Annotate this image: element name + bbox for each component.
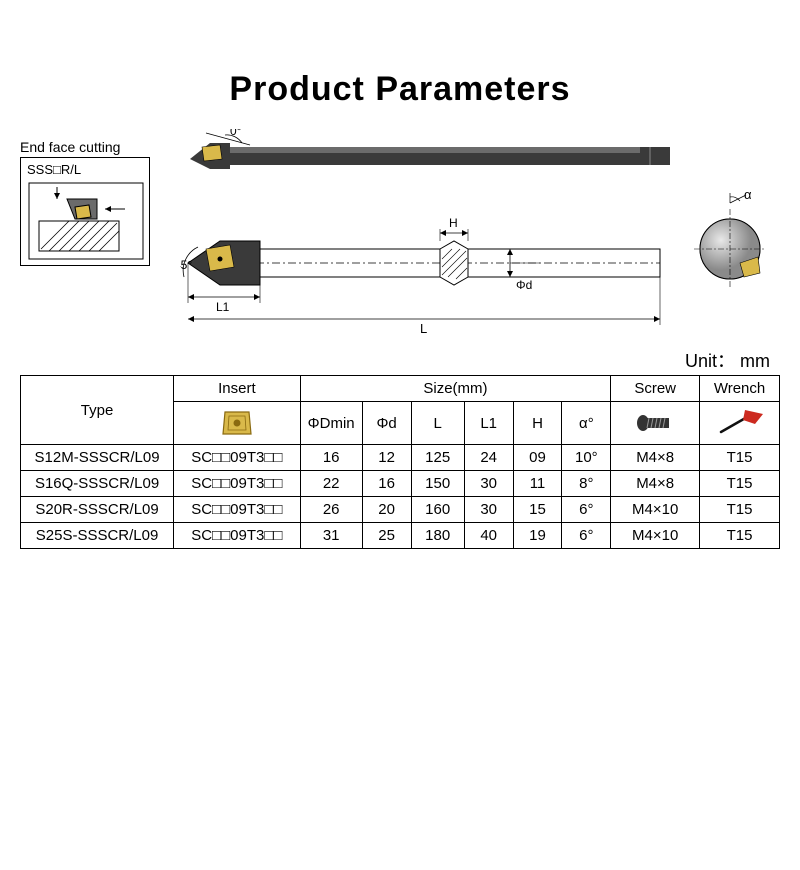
dim-l-label: L — [420, 321, 427, 336]
cell-alpha: 6° — [562, 497, 611, 523]
endface-box: SSS□R/L — [20, 157, 150, 266]
col-d: Φd — [362, 402, 411, 445]
cell-d: 12 — [362, 445, 411, 471]
cell-wrench: T15 — [700, 497, 780, 523]
cell-wrench: T15 — [700, 471, 780, 497]
endface-code: SSS□R/L — [27, 162, 143, 177]
cell-l: 150 — [411, 471, 464, 497]
cell-alpha: 10° — [562, 445, 611, 471]
cell-type: S20R-SSSCR/L09 — [21, 497, 174, 523]
cell-l1: 30 — [464, 497, 513, 523]
endface-drawing-icon — [27, 181, 145, 261]
cell-insert: SC□□09T3□□ — [174, 497, 300, 523]
cell-h: 11 — [513, 471, 562, 497]
col-l: L — [411, 402, 464, 445]
cell-type: S25S-SSSCR/L09 — [21, 523, 174, 549]
parameters-table: Type Insert Size(mm) Screw Wrench ΦDmin … — [20, 375, 780, 549]
page-title: Product Parameters — [0, 70, 800, 109]
col-wrench: Wrench — [700, 376, 780, 402]
cell-d: 25 — [362, 523, 411, 549]
cell-insert: SC□□09T3□□ — [174, 523, 300, 549]
table-header-row-1: Type Insert Size(mm) Screw Wrench — [21, 376, 780, 402]
cell-screw: M4×8 — [611, 471, 700, 497]
endface-cutting-panel: End face cutting SSS□R/L — [20, 139, 170, 266]
dim-h-label: H — [449, 216, 458, 230]
cell-l1: 40 — [464, 523, 513, 549]
table-row: S16Q-SSSCR/L09 SC□□09T3□□ 22 16 150 30 1… — [21, 471, 780, 497]
cell-d: 16 — [362, 471, 411, 497]
cell-screw: M4×10 — [611, 497, 700, 523]
cell-dmin: 31 — [300, 523, 362, 549]
cell-l1: 30 — [464, 471, 513, 497]
cell-dmin: 22 — [300, 471, 362, 497]
cell-type: S12M-SSSCR/L09 — [21, 445, 174, 471]
table-body: S12M-SSSCR/L09 SC□□09T3□□ 16 12 125 24 0… — [21, 445, 780, 549]
cell-dmin: 26 — [300, 497, 362, 523]
boring-bar-drawing: 0° 45° L1 — [180, 129, 780, 339]
insert-icon-cell — [174, 402, 300, 445]
cell-l1: 24 — [464, 445, 513, 471]
cell-l: 160 — [411, 497, 464, 523]
col-dmin: ΦDmin — [300, 402, 362, 445]
cell-alpha: 8° — [562, 471, 611, 497]
cell-wrench: T15 — [700, 523, 780, 549]
dim-phid-label: Φd — [516, 278, 532, 292]
col-alpha: α° — [562, 402, 611, 445]
cell-l: 125 — [411, 445, 464, 471]
dim-l1-label: L1 — [216, 300, 230, 314]
col-screw: Screw — [611, 376, 700, 402]
wrench-icon — [715, 408, 765, 438]
cell-dmin: 16 — [300, 445, 362, 471]
table-row: S20R-SSSCR/L09 SC□□09T3□□ 26 20 160 30 1… — [21, 497, 780, 523]
insert-icon — [217, 406, 257, 440]
cell-d: 20 — [362, 497, 411, 523]
cell-type: S16Q-SSSCR/L09 — [21, 471, 174, 497]
col-size: Size(mm) — [300, 376, 611, 402]
product-parameters-sheet: { "title": "Product Parameters", "title_… — [0, 70, 800, 870]
screw-icon — [633, 408, 677, 438]
cell-alpha: 6° — [562, 523, 611, 549]
angle-tip-label: 45° — [180, 258, 192, 272]
cell-l: 180 — [411, 523, 464, 549]
table-row: S25S-SSSCR/L09 SC□□09T3□□ 31 25 180 40 1… — [21, 523, 780, 549]
unit-label: Unit： mm — [0, 347, 800, 373]
col-insert: Insert — [174, 376, 300, 402]
technical-diagram: End face cutting SSS□R/L — [20, 129, 780, 339]
table-row: S12M-SSSCR/L09 SC□□09T3□□ 16 12 125 24 0… — [21, 445, 780, 471]
dim-alpha-label: α — [744, 187, 752, 202]
col-type: Type — [21, 376, 174, 445]
cell-screw: M4×8 — [611, 445, 700, 471]
col-l1: L1 — [464, 402, 513, 445]
cell-h: 15 — [513, 497, 562, 523]
cell-h: 19 — [513, 523, 562, 549]
wrench-icon-cell — [700, 402, 780, 445]
cell-insert: SC□□09T3□□ — [174, 445, 300, 471]
cell-insert: SC□□09T3□□ — [174, 471, 300, 497]
cell-h: 09 — [513, 445, 562, 471]
endface-label: End face cutting — [20, 139, 170, 155]
angle-top-label: 0° — [230, 129, 242, 138]
col-h: H — [513, 402, 562, 445]
cell-screw: M4×10 — [611, 523, 700, 549]
cell-wrench: T15 — [700, 445, 780, 471]
screw-icon-cell — [611, 402, 700, 445]
